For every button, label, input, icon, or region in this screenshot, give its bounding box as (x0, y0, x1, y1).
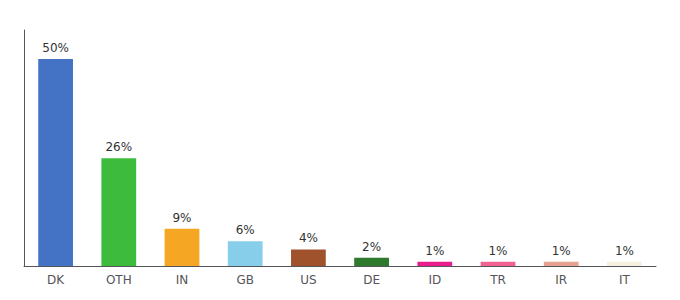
svg-text:1%: 1% (488, 244, 507, 258)
svg-text:TR: TR (489, 273, 506, 287)
svg-text:DE: DE (363, 273, 380, 287)
svg-text:6%: 6% (236, 223, 255, 237)
svg-text:US: US (300, 273, 316, 287)
svg-text:IN: IN (176, 273, 189, 287)
svg-text:50%: 50% (42, 41, 69, 55)
svg-text:4%: 4% (299, 231, 318, 245)
svg-text:OTH: OTH (106, 273, 132, 287)
svg-text:26%: 26% (105, 140, 132, 154)
svg-text:IR: IR (555, 273, 567, 287)
svg-text:1%: 1% (615, 244, 634, 258)
svg-text:ID: ID (428, 273, 441, 287)
svg-text:1%: 1% (552, 244, 571, 258)
svg-text:1%: 1% (425, 244, 444, 258)
svg-text:2%: 2% (362, 240, 381, 254)
svg-text:9%: 9% (172, 211, 191, 225)
svg-text:DK: DK (47, 273, 65, 287)
svg-text:GB: GB (236, 273, 254, 287)
svg-text:IT: IT (619, 273, 631, 287)
